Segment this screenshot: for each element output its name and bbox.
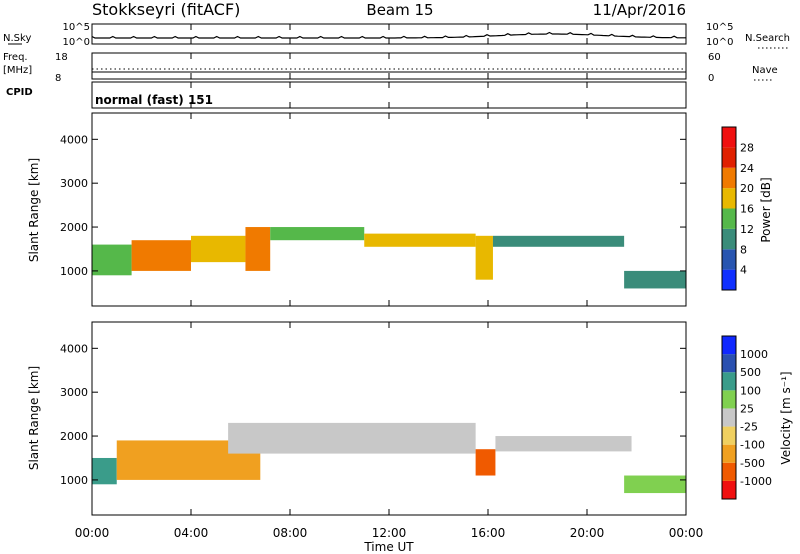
time-tick-6: 00:00 xyxy=(669,526,704,540)
time-tick-2: 08:00 xyxy=(273,526,308,540)
nsearch-label: N.Search xyxy=(745,33,790,44)
time-tick-5: 20:00 xyxy=(570,526,605,540)
freq-top-tick: 18 xyxy=(55,52,68,63)
time-tick-3: 12:00 xyxy=(372,526,407,540)
power-colorbar-segment-3 xyxy=(722,208,736,229)
velocity-band-5 xyxy=(624,475,686,494)
power-colorbar-tick-0: 4 xyxy=(740,264,747,277)
power-colorbar-label: Power [dB] xyxy=(759,177,773,242)
time-axis: 00:00 04:00 08:00 12:00 16:00 20:00 00:00 xyxy=(75,24,704,540)
noise-bottom-tick-right: 10^0 xyxy=(706,37,733,48)
velocity-band-3 xyxy=(475,449,496,476)
freq-bottom-tick: 8 xyxy=(55,73,61,84)
velocity-colorbar-segment-4 xyxy=(722,408,736,427)
noise-top-tick: 10^5 xyxy=(63,22,90,33)
velocity-ylabel: Slant Range [km] xyxy=(27,366,41,470)
power-ytick-2: 3000 xyxy=(60,177,88,190)
power-band-2 xyxy=(191,235,246,263)
time-tick-1: 04:00 xyxy=(174,526,209,540)
velocity-colorbar-tick-0: -1000 xyxy=(740,475,772,488)
velocity-ytick-0: 1000 xyxy=(60,474,88,487)
power-panel: 1000 2000 3000 4000 Slant Range [km] 4 8 12 16… xyxy=(27,112,773,307)
power-colorbar-segment-0 xyxy=(722,269,736,290)
nave-label: Nave xyxy=(752,65,778,76)
noise-top-tick-right: 10^5 xyxy=(706,22,733,33)
power-colorbar-tick-3: 16 xyxy=(740,203,754,216)
nsky-label: N.Sky xyxy=(3,33,31,44)
power-ytick-0: 1000 xyxy=(60,265,88,278)
power-colorbar-tick-1: 8 xyxy=(740,243,747,256)
noise-panel: N.Sky 10^5 10^0 10^5 10^0 N.Search xyxy=(3,22,790,49)
power-ytick-1: 2000 xyxy=(60,221,88,234)
velocity-colorbar-segment-5 xyxy=(722,390,736,409)
velocity-colorbar-tick-3: -25 xyxy=(740,421,758,434)
velocity-colorbar-tick-7: 1000 xyxy=(740,348,768,361)
cpid-value: normal (fast) 151 xyxy=(95,93,213,107)
velocity-colorbar-tick-1: -500 xyxy=(740,457,765,470)
power-band-1 xyxy=(131,240,191,271)
power-colorbar-tick-5: 24 xyxy=(740,162,754,175)
power-colorbar-tick-2: 12 xyxy=(740,223,754,236)
velocity-ytick-3: 4000 xyxy=(60,342,88,355)
velocity-colorbar-segment-3 xyxy=(722,426,736,445)
power-ylabel: Slant Range [km] xyxy=(27,158,41,262)
velocity-colorbar-tick-4: 25 xyxy=(740,402,754,415)
velocity-band-4 xyxy=(495,436,632,452)
velocity-colorbar-segment-0 xyxy=(722,480,736,499)
power-colorbar-segment-2 xyxy=(722,228,736,250)
time-tick-0: 00:00 xyxy=(75,526,110,540)
velocity-colorbar-segment-6 xyxy=(722,372,736,391)
velocity-colorbar-tick-6: 500 xyxy=(740,366,761,379)
power-colorbar-segment-1 xyxy=(722,249,736,270)
power-colorbar-tick-6: 28 xyxy=(740,141,754,154)
velocity-colorbar-tick-2: -100 xyxy=(740,439,765,452)
power-colorbar-segment-6 xyxy=(722,147,736,168)
velocity-ytick-1: 2000 xyxy=(60,430,88,443)
noise-bottom-tick: 10^0 xyxy=(63,37,90,48)
power-band-8 xyxy=(624,270,686,289)
power-band-3 xyxy=(245,227,271,271)
power-band-7 xyxy=(492,235,625,247)
station-title: Stokkseyri (fitACF) xyxy=(92,0,240,19)
velocity-colorbar-label: Velocity [m s⁻¹] xyxy=(779,371,793,464)
velocity-ytick-2: 3000 xyxy=(60,386,88,399)
time-tick-4: 16:00 xyxy=(471,526,506,540)
time-axis-label: Time UT xyxy=(363,540,414,554)
frequency-panel: Freq. [MHz] 18 8 60 0 Nave CPID xyxy=(3,52,778,98)
freq-unit-label: [MHz] xyxy=(3,65,32,76)
power-colorbar-segment-7 xyxy=(722,127,736,148)
freq-label: Freq. xyxy=(3,52,28,63)
velocity-band-2 xyxy=(228,422,476,454)
power-colorbar-segment-5 xyxy=(722,167,736,189)
velocity-colorbar-segment-1 xyxy=(722,462,736,481)
velocity-colorbar-tick-5: 100 xyxy=(740,384,761,397)
velocity-colorbar-segment-8 xyxy=(722,336,736,355)
power-band-6 xyxy=(475,235,493,280)
power-ytick-3: 4000 xyxy=(60,133,88,146)
velocity-colorbar-segment-7 xyxy=(722,354,736,373)
power-band-4 xyxy=(270,227,365,241)
nave-bottom-tick: 0 xyxy=(708,73,714,84)
beam-label: Beam 15 xyxy=(366,1,433,19)
nave-top-tick: 60 xyxy=(708,52,721,63)
cpid-label: CPID xyxy=(6,87,33,98)
power-colorbar-tick-4: 20 xyxy=(740,182,754,195)
power-colorbar-segment-4 xyxy=(722,188,736,209)
power-band-5 xyxy=(364,233,476,247)
velocity-panel: 1000 2000 3000 4000 Slant Range [km] -1000 -… xyxy=(27,321,793,516)
velocity-colorbar-segment-2 xyxy=(722,444,736,463)
power-band-0 xyxy=(92,244,132,276)
date-label: 11/Apr/2016 xyxy=(593,1,686,19)
